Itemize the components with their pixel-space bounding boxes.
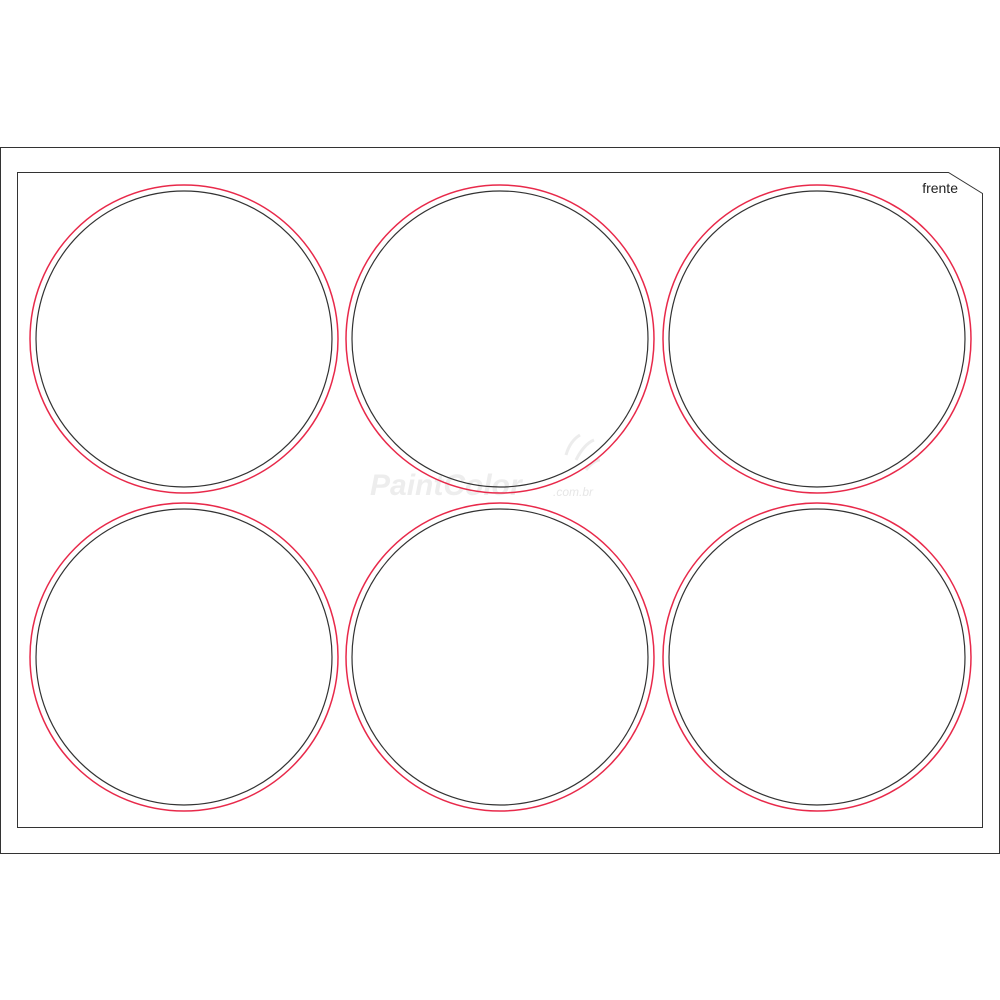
bleed-line xyxy=(345,184,655,494)
cut-line xyxy=(668,190,966,488)
circle-label xyxy=(345,502,655,812)
cut-line xyxy=(668,508,966,806)
bleed-line xyxy=(345,502,655,812)
circle-label xyxy=(662,502,972,812)
cut-line xyxy=(351,508,649,806)
bleed-line xyxy=(662,184,972,494)
cut-line xyxy=(35,190,333,488)
cut-line xyxy=(35,508,333,806)
circle-label xyxy=(662,184,972,494)
watermark-logo-icon xyxy=(564,433,601,471)
side-label: frente xyxy=(922,180,958,196)
circle-label xyxy=(29,502,339,812)
bleed-line xyxy=(29,502,339,812)
watermark: PaintColor .com.br xyxy=(370,433,601,502)
circle-label xyxy=(345,184,655,494)
bleed-line xyxy=(662,502,972,812)
watermark-suffix: .com.br xyxy=(553,485,594,499)
cut-line xyxy=(351,190,649,488)
bleed-line xyxy=(29,184,339,494)
watermark-brand: PaintColor xyxy=(370,469,524,502)
inner-sheet-border xyxy=(17,172,983,828)
circle-label xyxy=(29,184,339,494)
